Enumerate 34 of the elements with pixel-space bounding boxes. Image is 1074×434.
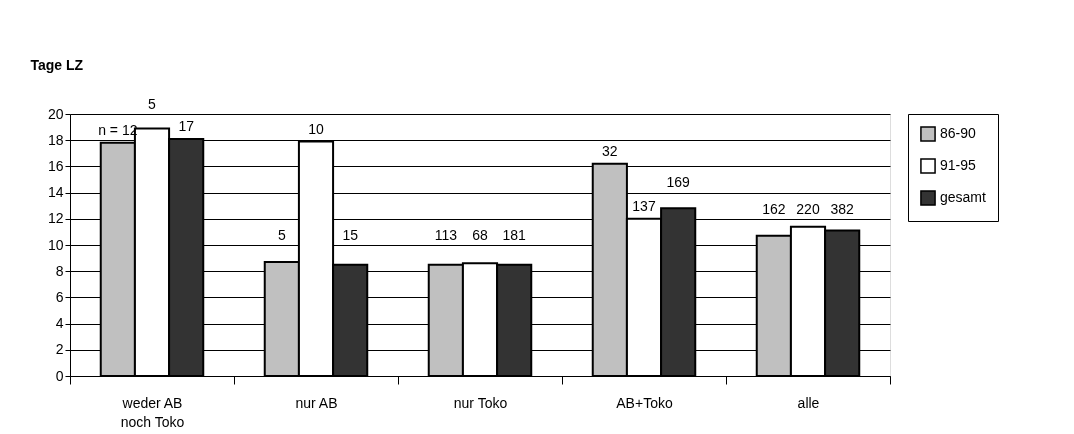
legend-label: 91-95 xyxy=(940,157,977,173)
x-tick-label: alle xyxy=(797,394,820,411)
annotation: 220 xyxy=(796,200,820,217)
legend-label: 86-90 xyxy=(940,125,977,141)
annotation: 137 xyxy=(632,198,656,215)
x-tick-label: nur Toko xyxy=(453,394,508,411)
annotation: 162 xyxy=(762,200,786,217)
x-tick-label: weder AB noch Toko xyxy=(120,394,185,430)
x-tick-label: nur AB xyxy=(295,394,338,411)
annotation: 5 xyxy=(277,226,286,243)
annotation: 113 xyxy=(434,226,458,243)
text: 5 xyxy=(148,95,157,112)
y-axis-title: Tage LZ xyxy=(30,56,84,73)
annotation: 17 xyxy=(178,118,195,135)
annotation: 15 xyxy=(342,226,359,243)
x-tick-label: AB+Toko xyxy=(616,394,673,411)
y-tick-label: 8 xyxy=(55,262,64,279)
annotation: 32 xyxy=(602,142,618,159)
y-tick-label: 2 xyxy=(55,341,64,358)
annotation: 10 xyxy=(308,120,324,137)
y-tick-label: 18 xyxy=(47,131,64,148)
y-tick-label: 14 xyxy=(47,184,64,201)
y-tick-label: 10 xyxy=(47,236,64,253)
annotation: 181 xyxy=(502,226,527,243)
annotation: 68 xyxy=(472,226,488,243)
annotation: 169 xyxy=(666,174,691,191)
y-tick-label: 16 xyxy=(47,157,64,174)
y-tick-label: 12 xyxy=(47,210,64,227)
y-tick-label: 20 xyxy=(47,105,64,122)
y-tick-label: 4 xyxy=(55,315,64,332)
y-tick-label: 0 xyxy=(55,367,64,384)
legend-label: gesamt xyxy=(940,189,987,205)
annotation: 382 xyxy=(830,200,855,217)
y-tick-label: 6 xyxy=(55,288,64,305)
